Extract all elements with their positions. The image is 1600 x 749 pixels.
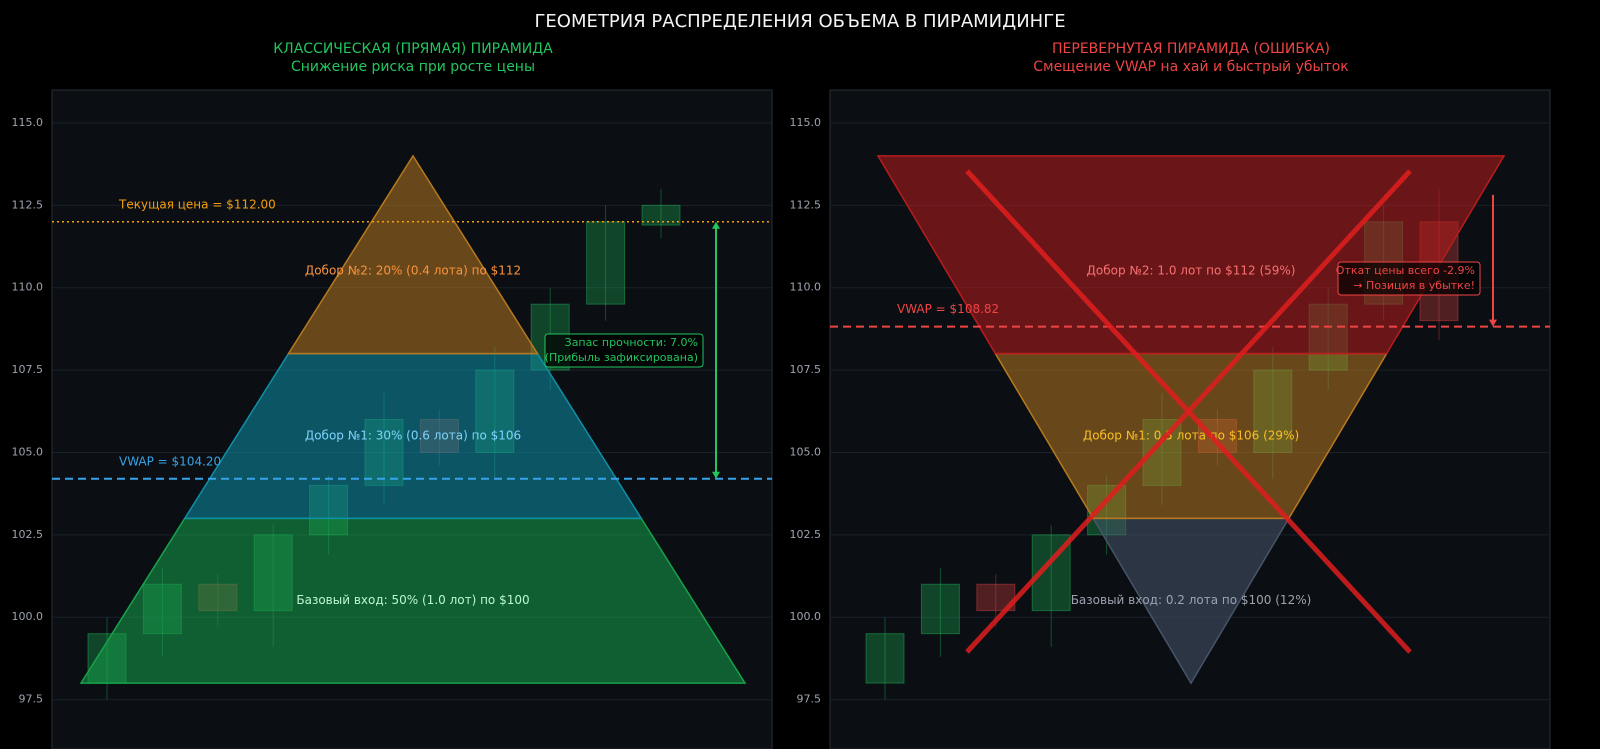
panel-subtitle: Снижение риска при росте цены bbox=[291, 59, 535, 75]
cross-line bbox=[965, 169, 1412, 654]
reference-label: VWAP = $104.20 bbox=[119, 454, 221, 468]
y-tick-label: 115.0 bbox=[12, 116, 44, 129]
candle-body bbox=[920, 583, 960, 635]
y-tick-label: 105.0 bbox=[12, 445, 44, 458]
layer-label: Добор №1: 30% (0.6 лота) по $106 bbox=[305, 428, 521, 442]
y-tick-label: 97.5 bbox=[797, 693, 822, 706]
annotation-text: → Позиция в убытке! bbox=[1353, 279, 1475, 292]
layer-label: Добор №2: 20% (0.4 лота) по $112 bbox=[305, 264, 521, 278]
reference-label: VWAP = $108.82 bbox=[897, 302, 999, 316]
reference-label: Текущая цена = $112.00 bbox=[118, 197, 276, 211]
layer-label: Добор №2: 1.0 лот по $112 (59%) bbox=[1087, 264, 1296, 278]
arrow-head bbox=[712, 221, 720, 229]
pyramid-layer bbox=[287, 154, 539, 355]
panel-title: КЛАССИЧЕСКАЯ (ПРЯМАЯ) ПИРАМИДА bbox=[273, 41, 553, 57]
y-tick-label: 100.0 bbox=[12, 610, 44, 623]
candle-body bbox=[586, 221, 626, 305]
y-tick-label: 110.0 bbox=[12, 281, 44, 294]
y-tick-label: 102.5 bbox=[790, 528, 822, 541]
pyramid-layer bbox=[876, 155, 1506, 355]
arrow-head bbox=[1489, 319, 1497, 327]
main-title: ГЕОМЕТРИЯ РАСПРЕДЕЛЕНИЯ ОБЪЕМА В ПИРАМИД… bbox=[534, 11, 1065, 32]
candle-body bbox=[865, 633, 905, 684]
y-tick-label: 107.5 bbox=[790, 363, 822, 376]
arrow-head bbox=[712, 471, 720, 479]
annotation-box bbox=[544, 333, 704, 368]
y-tick-label: 110.0 bbox=[790, 281, 822, 294]
panel-title: ПЕРЕВЕРНУТАЯ ПИРАМИДА (ОШИБКА) bbox=[1052, 41, 1330, 57]
panel-subtitle: Смещение VWAP на хай и быстрый убыток bbox=[1033, 59, 1349, 75]
y-tick-label: 107.5 bbox=[12, 363, 44, 376]
y-tick-label: 115.0 bbox=[790, 116, 822, 129]
layer-label: Базовый вход: 0.2 лота по $100 (12%) bbox=[1071, 593, 1312, 607]
y-tick-label: 112.5 bbox=[790, 198, 822, 211]
annotation-box bbox=[1337, 261, 1481, 296]
y-tick-label: 112.5 bbox=[12, 198, 44, 211]
annotation-text: (Прибыль зафиксирована) bbox=[545, 351, 698, 364]
y-tick-label: 97.5 bbox=[19, 693, 44, 706]
layer-label: Базовый вход: 50% (1.0 лот) по $100 bbox=[296, 593, 529, 607]
y-tick-label: 100.0 bbox=[790, 610, 822, 623]
y-tick-label: 105.0 bbox=[790, 445, 822, 458]
layer-label: Добор №1: 0.5 лота по $106 (29%) bbox=[1083, 428, 1299, 442]
candle-body bbox=[641, 204, 681, 226]
y-tick-label: 102.5 bbox=[12, 528, 44, 541]
annotation-text: Откат цены всего -2.9% bbox=[1336, 264, 1475, 277]
annotation-text: Запас прочности: 7.0% bbox=[565, 336, 698, 349]
